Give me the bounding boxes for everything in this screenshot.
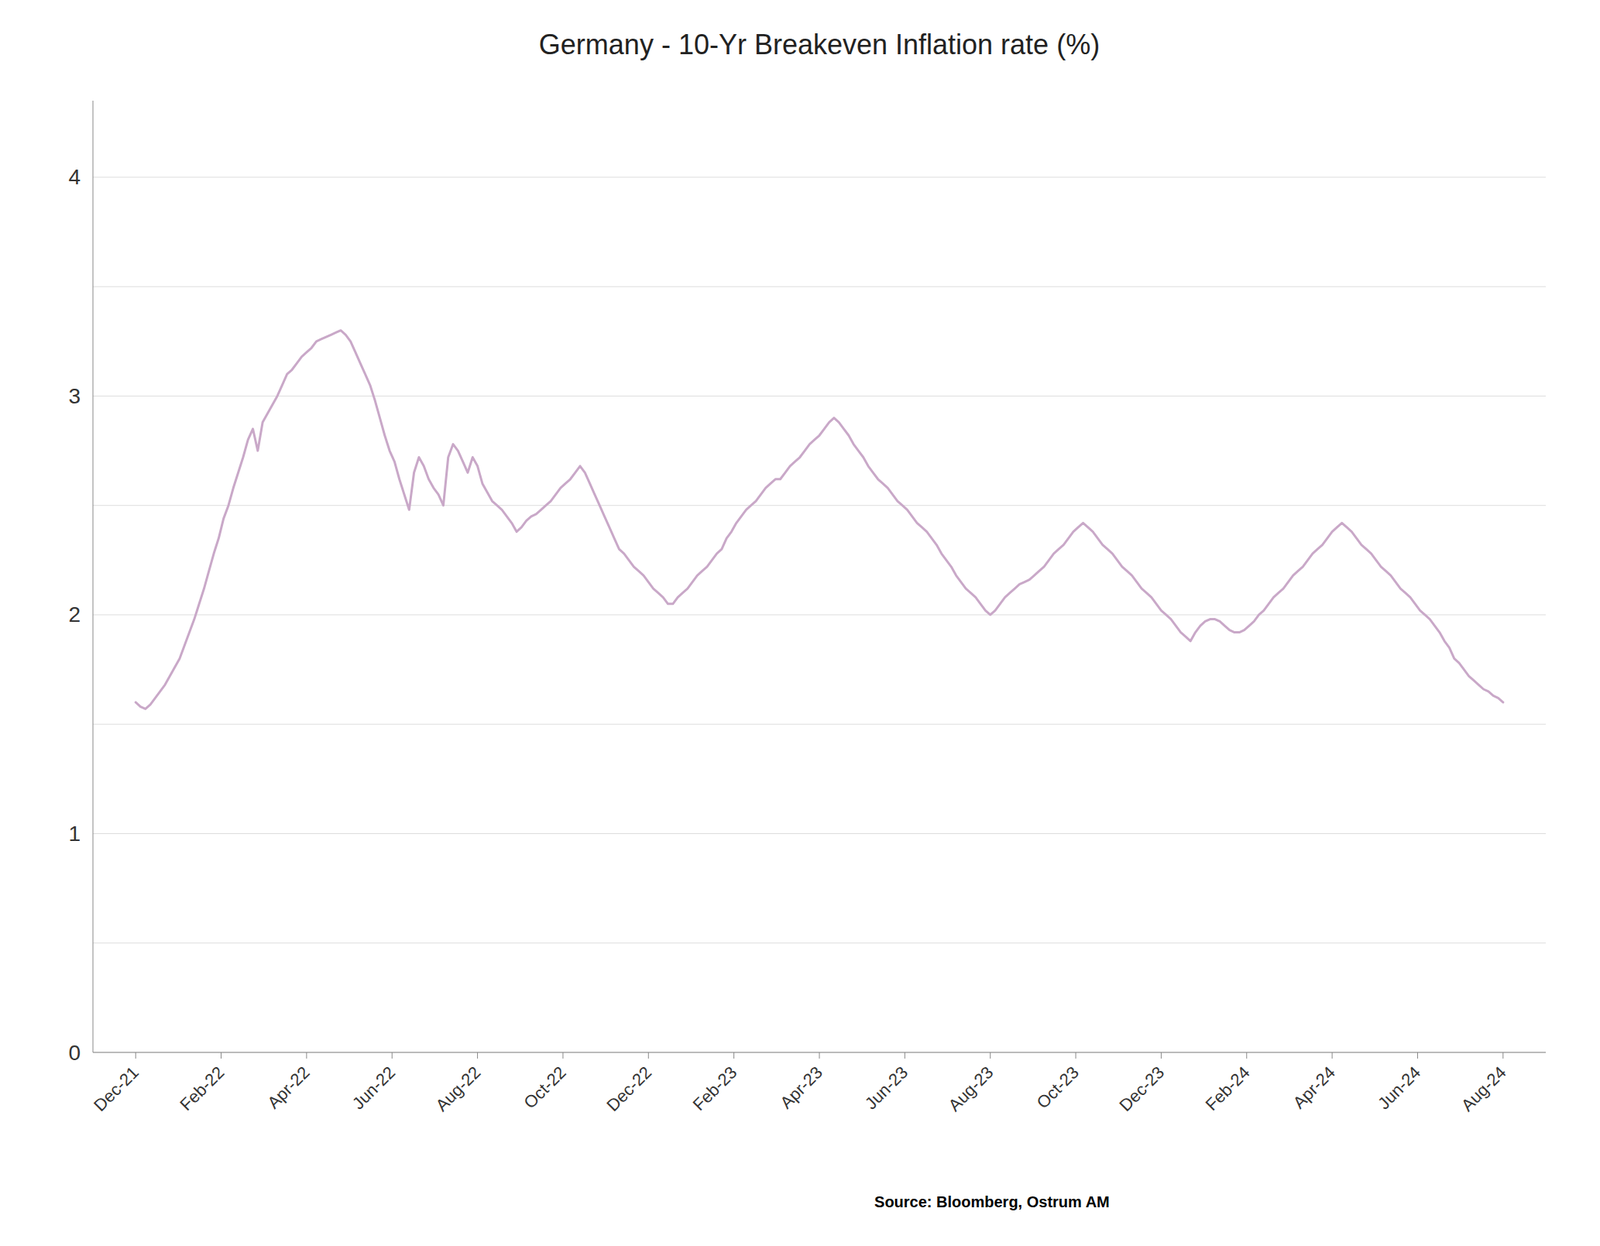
y-axis-line [92, 100, 94, 1053]
grid-line [92, 724, 1546, 725]
x-tick [989, 1052, 991, 1059]
x-tick [1332, 1052, 1333, 1059]
grid-line [92, 286, 1546, 288]
x-tick [1417, 1052, 1419, 1059]
x-tick [1160, 1052, 1162, 1059]
x-tick-label: Jun-22 [348, 1062, 399, 1113]
x-tick [1246, 1052, 1247, 1059]
x-tick [305, 1052, 307, 1059]
x-tick [1502, 1052, 1504, 1059]
y-tick-label: 1 [68, 821, 81, 846]
x-tick [1075, 1052, 1077, 1059]
x-tick-label: Aug-23 [944, 1062, 998, 1116]
x-tick-label: Apr-24 [1289, 1062, 1340, 1113]
x-tick [391, 1052, 393, 1059]
grid-line [92, 833, 1546, 835]
x-tick-label: Jun-23 [861, 1062, 912, 1113]
x-tick [733, 1052, 735, 1059]
x-tick-label: Dec-21 [89, 1062, 143, 1116]
chart: 0 1 2 3 4 Dec-21 Feb-22 Apr-22 Jun-22 Aug-22 Oct-2… [0, 0, 1600, 1246]
x-tick-label: Apr-23 [775, 1062, 826, 1113]
plot-area [135, 330, 1504, 710]
y-tick-label: 0 [68, 1040, 81, 1065]
x-tick-label: Jun-24 [1373, 1062, 1425, 1113]
grid-line [92, 942, 1546, 944]
grid-line [92, 504, 1546, 506]
title: Germany - 10-Yr Breakeven Inflation rate… [539, 28, 1100, 61]
x-tick-label: Feb-23 [689, 1062, 742, 1115]
x-tick-label: Feb-24 [1201, 1062, 1254, 1115]
x-axis-line [92, 1052, 1546, 1054]
x-tick [819, 1052, 821, 1059]
background [0, 0, 1600, 1246]
x-tick-label: Aug-24 [1457, 1062, 1511, 1116]
x-tick-label: Oct-22 [519, 1062, 570, 1113]
grid-line [92, 614, 1546, 615]
grid-line [92, 176, 1546, 178]
grid-line [92, 395, 1546, 397]
x-tick-label: Feb-22 [175, 1062, 228, 1115]
x-tick [904, 1052, 906, 1059]
y-tick-label: 3 [68, 384, 81, 409]
y-axis: 0 1 2 3 4 [68, 164, 1546, 1065]
x-tick [220, 1052, 222, 1059]
x-tick-label: Apr-22 [263, 1062, 313, 1113]
data-line [135, 330, 1504, 710]
y-tick-label: 4 [68, 164, 81, 189]
x-tick [648, 1052, 649, 1059]
x-tick [562, 1052, 564, 1059]
grid-line [92, 1052, 1546, 1054]
x-tick [135, 1052, 137, 1059]
x-tick-label: Dec-23 [1115, 1062, 1168, 1116]
x-tick-label: Aug-22 [432, 1062, 485, 1116]
x-tick-label: Oct-23 [1033, 1062, 1083, 1113]
x-tick [477, 1052, 478, 1059]
x-axis: Dec-21 Feb-22 Apr-22 Jun-22 Aug-22 Oct-22 Dec-… [89, 1052, 1510, 1116]
x-tick-label: Dec-22 [602, 1062, 656, 1116]
y-tick-label: 2 [68, 602, 81, 627]
annotation: Source: Bloomberg, Ostrum AM [874, 1193, 1110, 1211]
